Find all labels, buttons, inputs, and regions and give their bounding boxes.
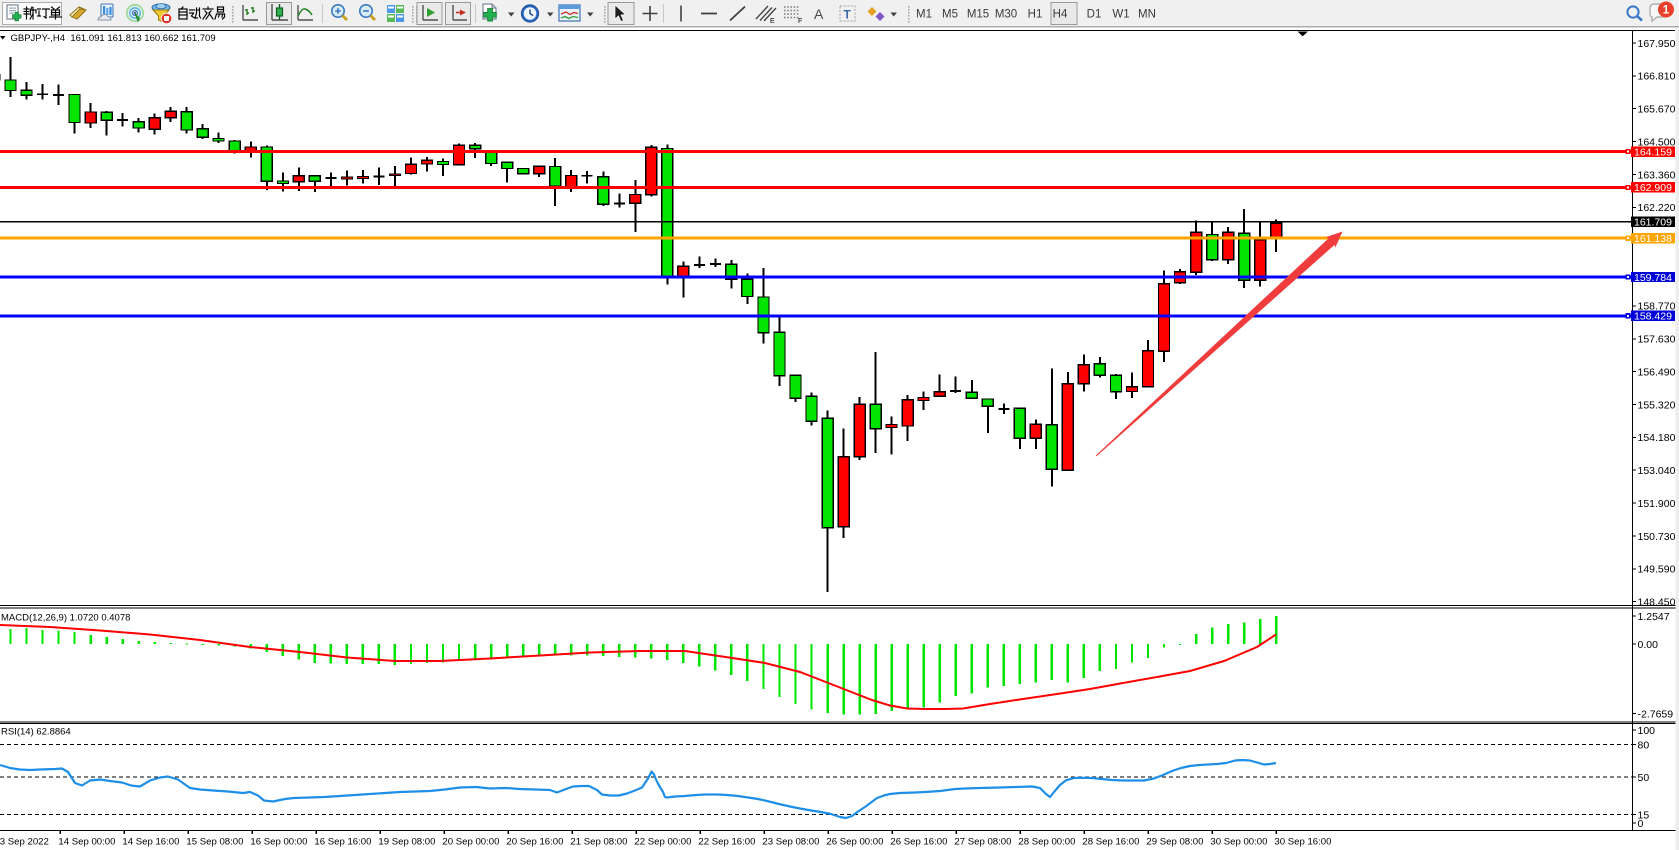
- svg-text:MACD(12,26,9) 1.0720 0.4078: MACD(12,26,9) 1.0720 0.4078: [1, 613, 130, 624]
- svg-text:163.360: 163.360: [1638, 169, 1676, 181]
- svg-text:26 Sep 00:00: 26 Sep 00:00: [826, 837, 883, 848]
- svg-text:22 Sep 16:00: 22 Sep 16:00: [698, 837, 755, 848]
- svg-text:148.450: 148.450: [1638, 597, 1676, 609]
- svg-text:1.2547: 1.2547: [1638, 611, 1670, 623]
- svg-text:27 Sep 08:00: 27 Sep 08:00: [954, 837, 1011, 848]
- svg-text:RSI(14) 62.8864: RSI(14) 62.8864: [1, 727, 71, 738]
- svg-text:158.429: 158.429: [1634, 311, 1672, 323]
- svg-text:150.730: 150.730: [1638, 531, 1676, 543]
- svg-text:50: 50: [1638, 772, 1650, 784]
- svg-text:13 Sep 2022: 13 Sep 2022: [0, 837, 49, 848]
- svg-text:28 Sep 16:00: 28 Sep 16:00: [1082, 837, 1139, 848]
- svg-text:M30: M30: [995, 9, 1017, 21]
- svg-text:20 Sep 16:00: 20 Sep 16:00: [506, 837, 563, 848]
- svg-text:F: F: [798, 18, 802, 25]
- svg-text:166.810: 166.810: [1638, 71, 1676, 83]
- svg-text:-2.7659: -2.7659: [1638, 709, 1674, 721]
- svg-text:14 Sep 00:00: 14 Sep 00:00: [58, 837, 115, 848]
- svg-text:26 Sep 16:00: 26 Sep 16:00: [890, 837, 947, 848]
- svg-text:100: 100: [1638, 725, 1656, 737]
- svg-text:MN: MN: [1138, 9, 1156, 21]
- svg-text:153.040: 153.040: [1638, 465, 1676, 477]
- svg-text:162.220: 162.220: [1638, 202, 1676, 214]
- svg-text:15: 15: [1638, 809, 1650, 821]
- svg-text:15 Sep 08:00: 15 Sep 08:00: [186, 837, 243, 848]
- svg-text:164.159: 164.159: [1634, 146, 1672, 158]
- svg-text:155.320: 155.320: [1638, 399, 1676, 411]
- svg-text:22 Sep 00:00: 22 Sep 00:00: [634, 837, 691, 848]
- svg-text:16 Sep 16:00: 16 Sep 16:00: [314, 837, 371, 848]
- svg-text:156.490: 156.490: [1638, 366, 1676, 378]
- svg-text:H1: H1: [1028, 9, 1043, 21]
- svg-text:164.500: 164.500: [1638, 136, 1676, 148]
- svg-text:154.180: 154.180: [1638, 432, 1676, 444]
- svg-text:M5: M5: [942, 9, 958, 21]
- svg-text:23 Sep 08:00: 23 Sep 08:00: [762, 837, 819, 848]
- svg-text:80: 80: [1638, 739, 1650, 751]
- svg-text:M15: M15: [967, 9, 989, 21]
- svg-text:30 Sep 00:00: 30 Sep 00:00: [1210, 837, 1267, 848]
- svg-text:1: 1: [1663, 5, 1670, 17]
- svg-text:20 Sep 00:00: 20 Sep 00:00: [442, 837, 499, 848]
- svg-text:0: 0: [1638, 818, 1644, 830]
- svg-text:E: E: [770, 18, 775, 25]
- svg-text:162.909: 162.909: [1634, 182, 1672, 194]
- svg-text:29 Sep 08:00: 29 Sep 08:00: [1146, 837, 1203, 848]
- svg-text:21 Sep 08:00: 21 Sep 08:00: [570, 837, 627, 848]
- svg-text:149.590: 149.590: [1638, 564, 1676, 576]
- svg-text:W1: W1: [1112, 9, 1129, 21]
- svg-text:159.784: 159.784: [1634, 272, 1672, 284]
- svg-text:19 Sep 08:00: 19 Sep 08:00: [378, 837, 435, 848]
- svg-text:161.138: 161.138: [1634, 233, 1672, 245]
- svg-text:157.630: 157.630: [1638, 334, 1676, 346]
- svg-text:T: T: [844, 8, 852, 22]
- svg-text:A: A: [814, 6, 824, 22]
- svg-text:28 Sep 00:00: 28 Sep 00:00: [1018, 837, 1075, 848]
- svg-text:0.00: 0.00: [1638, 639, 1659, 651]
- svg-text:D1: D1: [1087, 9, 1102, 21]
- svg-text:GBPJPY-,H4 161.091 161.813 16: GBPJPY-,H4 161.091 161.813 160.662 161.7…: [11, 33, 216, 44]
- svg-text:16 Sep 00:00: 16 Sep 00:00: [250, 837, 307, 848]
- svg-text:167.950: 167.950: [1638, 38, 1676, 50]
- svg-text:161.709: 161.709: [1634, 217, 1672, 229]
- svg-text:151.900: 151.900: [1638, 498, 1676, 510]
- svg-text:14 Sep 16:00: 14 Sep 16:00: [122, 837, 179, 848]
- svg-text:165.670: 165.670: [1638, 104, 1676, 116]
- svg-text:M1: M1: [916, 9, 932, 21]
- svg-text:30 Sep 16:00: 30 Sep 16:00: [1274, 837, 1331, 848]
- svg-text:158.770: 158.770: [1638, 301, 1676, 313]
- svg-text:H4: H4: [1053, 9, 1068, 21]
